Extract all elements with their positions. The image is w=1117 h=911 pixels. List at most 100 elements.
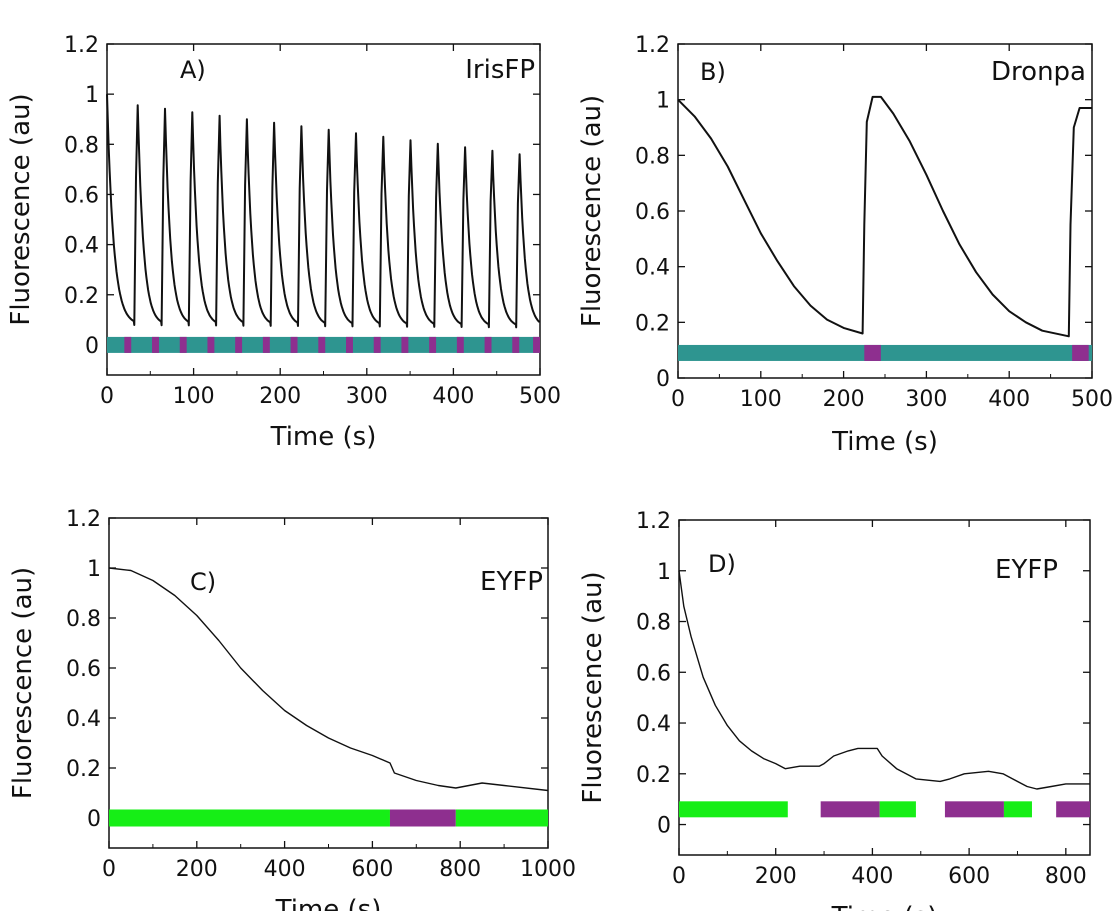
y-tick-label: 0 [87, 807, 101, 832]
chart-panel-c: 0 200 400 600 800 1000 0 0.2 0.4 0.6 0.8 1 1.2 C) EYFP… [8, 507, 576, 911]
x-tick-label: 800 [1045, 864, 1087, 889]
panel-label: B) [700, 58, 726, 86]
x-tick-label: 600 [948, 864, 990, 889]
x-tick-label: 500 [1071, 387, 1113, 412]
x-tick-label: 400 [432, 384, 474, 409]
x-tick-label: 200 [259, 384, 301, 409]
y-tick-label: 1 [657, 560, 671, 585]
x-tick-label: 300 [346, 384, 388, 409]
x-tick-label: 600 [351, 857, 393, 882]
y-axis-label: Fluorescence (au) [6, 93, 36, 325]
illumination-bar-purple [290, 336, 298, 353]
chart-panel-a: 0 100 200 300 400 500 0 0.2 0.4 0.6 0.8 1 1.2 A) IrisF… [6, 33, 561, 452]
y-tick-label: 0.8 [64, 133, 99, 158]
plot-frame [106, 43, 541, 376]
illumination-bar-green [879, 801, 916, 818]
y-tick-label: 0.8 [66, 607, 101, 632]
protein-label: EYFP [480, 567, 543, 597]
illumination-bar-purple [235, 336, 243, 353]
y-tick-label: 0 [656, 367, 670, 392]
chart-panel-b: 0 100 200 300 400 500 0 0.2 0.4 0.6 0.8 1 1.2 B) Dronp… [577, 33, 1113, 457]
x-axis-label: Time (s) [270, 422, 377, 452]
y-tick-label: 1.2 [64, 33, 99, 58]
x-axis-label: Time (s) [831, 902, 938, 911]
x-axis-label: Time (s) [275, 895, 382, 911]
chart-panel-d: 0 200 400 600 800 0 0.2 0.4 0.6 0.8 1 1.2 D) EYFP Time… [578, 509, 1091, 911]
x-tick-label: 1000 [520, 857, 576, 882]
illumination-bar-purple [373, 336, 381, 353]
illumination-bar-purple [1072, 344, 1089, 361]
y-tick-label: 0.2 [636, 763, 671, 788]
x-tick-label: 300 [905, 387, 947, 412]
x-tick-label: 0 [102, 857, 116, 882]
illumination-bar-purple [207, 336, 215, 353]
illumination-bar-purple [533, 336, 540, 353]
y-tick-label: 1 [656, 89, 670, 114]
fluorescence-curve [108, 567, 549, 792]
illumination-bar-green [455, 809, 548, 827]
x-tick-label: 100 [173, 384, 215, 409]
illumination-bar-purple [1056, 801, 1090, 818]
illumination-bar-purple [944, 801, 1004, 818]
y-axis-label: Fluorescence (au) [8, 567, 38, 799]
x-tick-label: 400 [851, 864, 893, 889]
x-tick-label: 400 [264, 857, 306, 882]
illumination-bar-purple [864, 344, 881, 361]
illumination-bar-purple [152, 336, 159, 353]
x-tick-label: 200 [176, 857, 218, 882]
y-tick-label: 1.2 [635, 33, 670, 58]
plot-frame [678, 519, 1091, 856]
y-axis-label: Fluorescence (au) [578, 571, 608, 803]
y-tick-label: 0.4 [635, 256, 670, 281]
illumination-bar-purple [124, 336, 132, 353]
illumination-bar-purple [262, 336, 270, 353]
y-tick-label: 1.2 [66, 507, 101, 532]
y-tick-label: 0.4 [66, 707, 101, 732]
y-axis-label: Fluorescence (au) [577, 95, 607, 327]
y-tick-label: 1 [85, 83, 99, 108]
illumination-bar-green [109, 809, 390, 827]
y-tick-label: 0 [657, 814, 671, 839]
illumination-bar-purple [179, 336, 187, 353]
illumination-bar-purple [346, 336, 353, 353]
panel-label: D) [708, 550, 736, 578]
x-tick-label: 0 [671, 387, 685, 412]
y-tick-label: 1 [87, 557, 101, 582]
x-tick-label: 0 [100, 384, 114, 409]
panel-label: A) [180, 56, 206, 84]
illumination-bar-purple [512, 336, 520, 353]
protein-label: IrisFP [465, 55, 535, 85]
y-tick-label: 0.2 [635, 311, 670, 336]
y-tick-label: 0.6 [66, 657, 101, 682]
x-tick-label: 200 [755, 864, 797, 889]
panel-label: C) [190, 568, 216, 596]
illumination-bar-purple [820, 801, 880, 818]
fluorescence-curve [677, 95, 1092, 338]
illumination-bar-green [679, 801, 788, 818]
fluorescence-curve [678, 570, 1090, 790]
x-tick-label: 100 [740, 387, 782, 412]
x-tick-label: 500 [519, 384, 561, 409]
fluorescence-curve [106, 94, 541, 329]
y-tick-label: 0 [85, 334, 99, 359]
illumination-bar-purple [401, 336, 409, 353]
protein-label: Dronpa [991, 57, 1086, 87]
illumination-bar-purple [318, 336, 326, 353]
y-tick-label: 0.2 [64, 284, 99, 309]
x-tick-label: 400 [988, 387, 1030, 412]
y-tick-label: 0.6 [636, 661, 671, 686]
illumination-bar-purple [456, 336, 464, 353]
y-tick-label: 0.8 [636, 611, 671, 636]
y-tick-label: 1.2 [636, 509, 671, 534]
illumination-bar-teal [678, 344, 1092, 361]
y-tick-label: 0.8 [635, 144, 670, 169]
x-tick-label: 200 [823, 387, 865, 412]
illumination-bar-purple [484, 336, 492, 353]
y-tick-label: 0.6 [635, 200, 670, 225]
illumination-bar-purple [389, 809, 456, 827]
x-tick-label: 800 [439, 857, 481, 882]
y-tick-label: 0.6 [64, 183, 99, 208]
y-tick-label: 0.2 [66, 757, 101, 782]
protein-label: EYFP [995, 555, 1058, 585]
